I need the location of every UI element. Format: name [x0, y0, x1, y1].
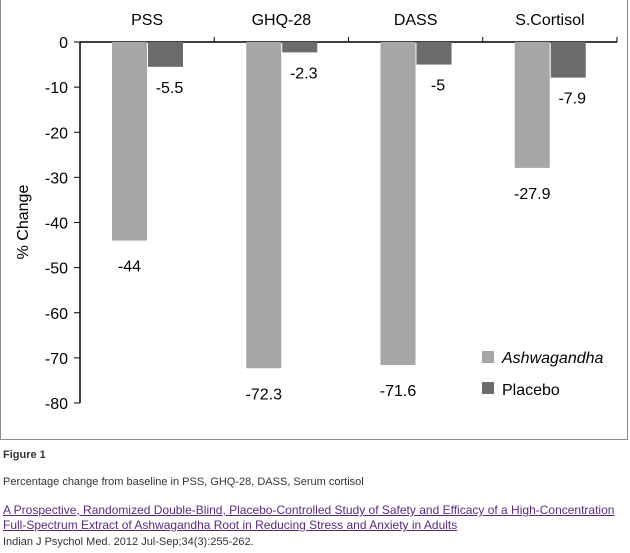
data-label-placebo: -2.3	[290, 65, 318, 82]
bar-placebo	[416, 42, 452, 65]
bar-ashwagandha	[514, 42, 550, 168]
y-tick-label: -50	[45, 261, 68, 278]
data-label-ashwagandha: -27.9	[514, 186, 551, 203]
data-label-placebo: -5	[431, 78, 445, 95]
data-label-ashwagandha: -44	[118, 259, 141, 276]
y-tick-label: -10	[45, 80, 68, 97]
chart-frame: 0 -10 -20 -30 -40 -50 -60 -70 -80 PSS GHQ-28 DASS S.…	[0, 0, 628, 440]
legend-label-ashwagandha: Ashwagandha	[501, 350, 604, 367]
y-tick-label: -40	[45, 216, 68, 233]
legend-swatch-placebo	[482, 382, 494, 394]
category-label: GHQ-28	[252, 12, 312, 29]
journal-citation: Indian J Psychol Med. 2012 Jul-Sep;34(3)…	[3, 536, 254, 548]
article-link[interactable]: A Prospective, Randomized Double-Blind, …	[3, 503, 615, 532]
legend-swatch-ashwagandha	[482, 351, 494, 363]
bar-ashwagandha	[380, 42, 416, 366]
bar-ashwagandha	[246, 42, 282, 369]
bar-placebo	[148, 42, 183, 67]
category-label: PSS	[131, 12, 163, 29]
category-label: S.Cortisol	[515, 12, 584, 29]
y-tick-label: -60	[45, 306, 68, 323]
bar-placebo	[282, 42, 318, 53]
y-tick-label: -20	[45, 125, 68, 142]
bar-ashwagandha	[112, 42, 147, 241]
category-label: DASS	[394, 12, 438, 29]
bar-chart: 0 -10 -20 -30 -40 -50 -60 -70 -80 PSS GHQ-28 DASS S.…	[15, 12, 618, 413]
y-tick-label: -80	[45, 396, 68, 413]
y-tick-label: -30	[45, 170, 68, 187]
y-axis-title: % Change	[15, 185, 32, 260]
data-label-placebo: -7.9	[558, 91, 586, 108]
data-label-ashwagandha: -72.3	[246, 386, 283, 403]
figure-label: Figure 1	[3, 449, 46, 461]
y-tick-label: 0	[59, 35, 68, 52]
y-tick-label: -70	[45, 351, 68, 368]
bar-placebo	[550, 42, 586, 78]
legend-label-placebo: Placebo	[502, 382, 560, 399]
data-label-placebo: -5.5	[156, 80, 184, 97]
figure-caption: Percentage change from baseline in PSS, …	[3, 476, 364, 488]
data-label-ashwagandha: -71.6	[380, 383, 417, 400]
